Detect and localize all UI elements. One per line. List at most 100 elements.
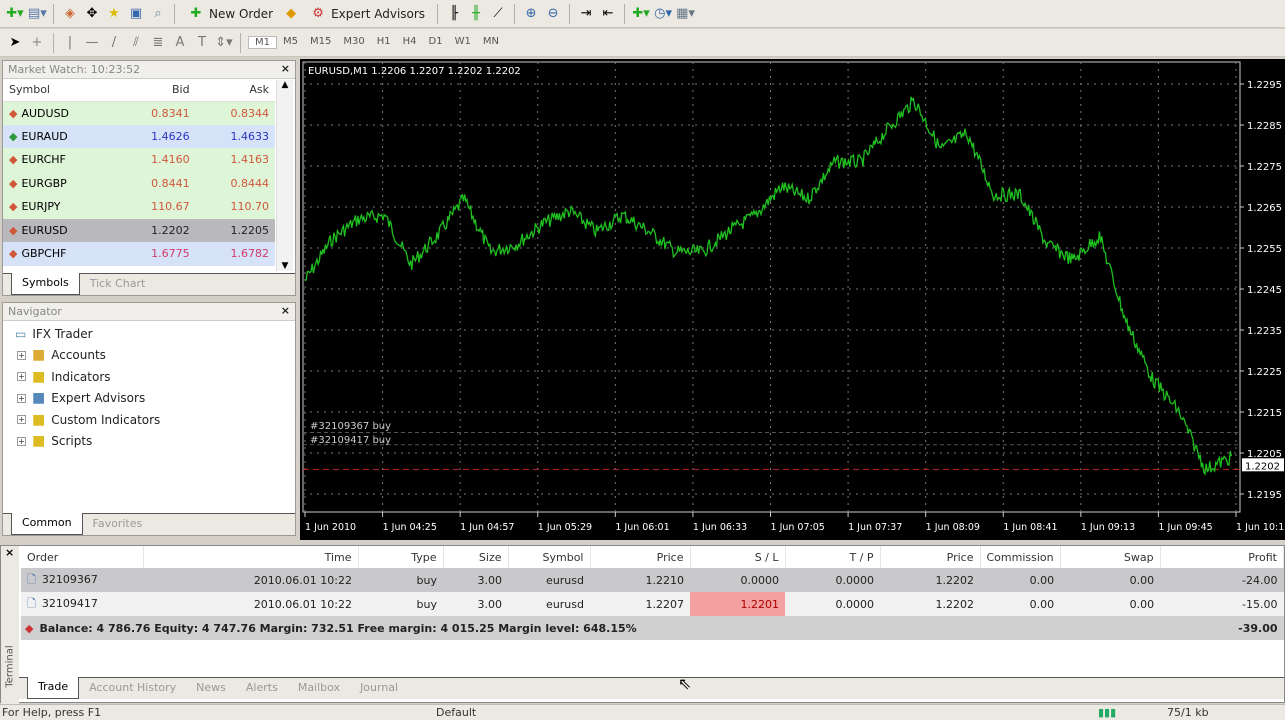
column-0[interactable]: Order bbox=[21, 546, 144, 568]
arrows-icon[interactable]: ⇕▾ bbox=[215, 34, 233, 50]
navigator-icon[interactable]: ★ bbox=[108, 5, 120, 21]
trendline-icon[interactable]: / bbox=[111, 34, 117, 50]
navigator-item-scripts[interactable]: + ■ Scripts bbox=[3, 431, 295, 453]
expert-advisors-button[interactable]: ⚙ Expert Advisors bbox=[304, 2, 430, 26]
column-5[interactable]: Price bbox=[590, 546, 691, 568]
x-tick-label: 1 Jun 06:33 bbox=[693, 522, 747, 533]
market-watch-row[interactable]: ◆ GBPCHF 1.6775 1.6782 bbox=[3, 242, 275, 266]
periods-icon[interactable]: ◷▾ bbox=[654, 5, 672, 21]
timeframe-m15[interactable]: M15 bbox=[310, 36, 332, 47]
chart-window[interactable]: 1.2295 1.2285 1.2275 1.2265 1.2255 1.2245 1.22… bbox=[300, 59, 1285, 540]
timeframe-h1[interactable]: H1 bbox=[376, 36, 391, 47]
timeframe-m5[interactable]: M5 bbox=[283, 36, 298, 47]
new-chart-icon[interactable]: ✚▾ bbox=[6, 5, 24, 21]
market-watch-row[interactable]: ◆ EURCHF 1.4160 1.4163 bbox=[3, 148, 275, 172]
tester-icon[interactable]: ⌕ bbox=[154, 5, 162, 21]
bid-cell: 110.67 bbox=[151, 200, 190, 214]
expert-advisors-label: Expert Advisors bbox=[331, 6, 426, 21]
column-4[interactable]: Symbol bbox=[508, 546, 591, 568]
navigator-item-indicators[interactable]: + ■ Indicators bbox=[3, 366, 295, 388]
chart-shift-icon[interactable]: ⇤ bbox=[602, 5, 614, 21]
column-3[interactable]: Size bbox=[443, 546, 509, 568]
horizontal-line-icon[interactable]: — bbox=[85, 34, 99, 50]
timeframe-d1[interactable]: D1 bbox=[428, 36, 443, 47]
trade-row[interactable]: 🗋 32109417 2010.06.01 10:22 buy 3.00 eurusd 1.… bbox=[21, 592, 1284, 616]
column-2[interactable]: Type bbox=[358, 546, 444, 568]
expand-icon[interactable]: + bbox=[17, 393, 26, 403]
terminal-icon[interactable]: ▣ bbox=[129, 5, 143, 21]
symbol-icon: ◆ bbox=[9, 223, 18, 237]
tab-tick-chart[interactable]: Tick Chart bbox=[89, 277, 146, 290]
fibonacci-icon[interactable]: ≣ bbox=[152, 34, 164, 50]
tab-trade[interactable]: Trade bbox=[27, 677, 80, 699]
market-watch-row[interactable]: ◆ EURAUD 1.4626 1.4633 bbox=[3, 124, 275, 148]
market-watch-row[interactable]: ◆ EURGBP 0.8441 0.8444 bbox=[3, 171, 275, 195]
market-watch-scrollbar[interactable]: ▲ ▼ bbox=[276, 80, 293, 271]
expand-icon[interactable]: + bbox=[17, 372, 26, 382]
templates-icon[interactable]: ▦▾ bbox=[676, 5, 695, 21]
tab-journal[interactable]: Journal bbox=[360, 681, 399, 694]
column-symbol[interactable]: Symbol bbox=[3, 79, 117, 102]
tab-common[interactable]: Common bbox=[11, 513, 83, 535]
tab-favorites[interactable]: Favorites bbox=[92, 517, 143, 530]
crosshair-icon[interactable]: + bbox=[31, 34, 43, 50]
text-icon[interactable]: A bbox=[175, 34, 185, 50]
cell-price: 1.2202 bbox=[935, 597, 975, 611]
vertical-line-icon[interactable]: | bbox=[67, 34, 73, 50]
navigator-root[interactable]: ▭ IFX Trader bbox=[3, 323, 295, 345]
timeframe-m1[interactable]: M1 bbox=[248, 36, 277, 49]
text-label-icon[interactable]: T bbox=[198, 34, 206, 50]
column-8[interactable]: Price bbox=[880, 546, 981, 568]
autoscroll-icon[interactable]: ⇥ bbox=[580, 5, 592, 21]
close-icon[interactable]: × bbox=[5, 546, 15, 559]
expand-icon[interactable]: + bbox=[17, 436, 26, 446]
tab-symbols[interactable]: Symbols bbox=[11, 273, 80, 295]
new-order-button[interactable]: ✚ New Order bbox=[182, 2, 278, 26]
zoom-out-icon[interactable]: ⊖ bbox=[547, 5, 559, 21]
autotrading-icon[interactable]: ◆ bbox=[286, 5, 297, 21]
expand-icon[interactable]: + bbox=[17, 415, 26, 425]
market-watch-row[interactable]: ◆ EURJPY 110.67 110.70 bbox=[3, 195, 275, 219]
tab-news[interactable]: News bbox=[196, 681, 226, 694]
tab-account-history[interactable]: Account History bbox=[89, 681, 177, 694]
x-tick-label: 1 Jun 04:25 bbox=[383, 522, 437, 533]
navigator-item-accounts[interactable]: + ■ Accounts bbox=[3, 345, 295, 367]
cursor-icon[interactable]: ➤ bbox=[9, 34, 21, 50]
channel-icon[interactable]: ⫽ bbox=[133, 34, 139, 50]
timeframe-mn[interactable]: MN bbox=[482, 36, 499, 47]
column-6[interactable]: S / L bbox=[690, 546, 786, 568]
profiles-icon[interactable]: ▤▾ bbox=[28, 5, 47, 21]
bar-chart-icon[interactable]: ╟ bbox=[450, 5, 458, 21]
indicators-icon[interactable]: ✚▾ bbox=[632, 5, 650, 21]
tab-alerts[interactable]: Alerts bbox=[245, 681, 278, 694]
column-9[interactable]: Commission bbox=[980, 546, 1061, 568]
column-bid[interactable]: Bid bbox=[116, 79, 196, 102]
timeframe-m30[interactable]: M30 bbox=[343, 36, 365, 47]
market-watch-row[interactable]: ◆ AUDUSD 0.8341 0.8344 bbox=[3, 101, 275, 125]
ask-cell: 0.8344 bbox=[230, 106, 270, 120]
timeframe-w1[interactable]: W1 bbox=[454, 36, 471, 47]
trade-row[interactable]: 🗋 32109367 2010.06.01 10:22 buy 3.00 eurusd 1.… bbox=[21, 568, 1284, 592]
column-ask[interactable]: Ask bbox=[195, 79, 275, 102]
close-icon[interactable]: × bbox=[280, 304, 290, 317]
column-10[interactable]: Swap bbox=[1060, 546, 1161, 568]
expand-icon[interactable]: + bbox=[17, 350, 26, 360]
tab-mailbox[interactable]: Mailbox bbox=[297, 681, 341, 694]
navigator-item-expert-advisors[interactable]: + ■ Expert Advisors bbox=[3, 388, 295, 410]
zoom-in-icon[interactable]: ⊕ bbox=[525, 5, 537, 21]
navigator-root-label: IFX Trader bbox=[32, 326, 93, 341]
column-7[interactable]: T / P bbox=[785, 546, 881, 568]
market-watch-row[interactable]: ◆ EURUSD 1.2202 1.2205 bbox=[3, 218, 275, 242]
line-chart-icon[interactable]: ⟋ bbox=[493, 5, 503, 21]
market-watch-icon[interactable]: ◈ bbox=[65, 5, 75, 21]
custom-indicators-icon: ■ bbox=[32, 411, 46, 428]
price-chart[interactable]: 1.2295 1.2285 1.2275 1.2265 1.2255 1.2245 1.22… bbox=[300, 59, 1285, 540]
close-icon[interactable]: × bbox=[280, 62, 290, 75]
timeframe-h4[interactable]: H4 bbox=[402, 36, 417, 47]
candles-icon[interactable]: ╫ bbox=[472, 5, 480, 21]
navigator-item-custom-indicators[interactable]: + ■ Custom Indicators bbox=[3, 409, 295, 431]
data-window-icon[interactable]: ✥ bbox=[86, 5, 98, 21]
column-1[interactable]: Time bbox=[143, 546, 359, 568]
order-icon: 🗋 bbox=[27, 572, 36, 586]
column-11[interactable]: Profit bbox=[1160, 546, 1285, 568]
